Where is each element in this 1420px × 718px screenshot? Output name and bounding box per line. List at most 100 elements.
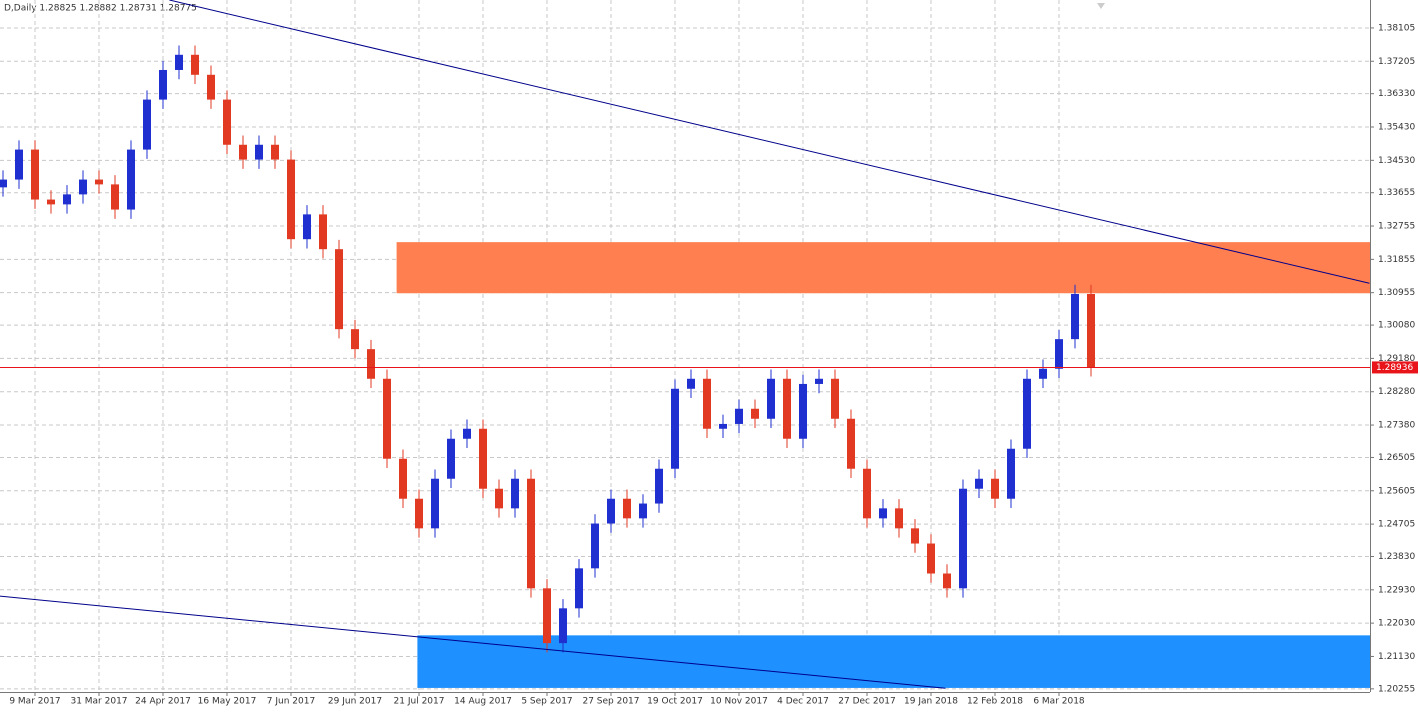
candle-body bbox=[767, 378, 775, 419]
y-tick-label: 1.36330 bbox=[1378, 89, 1415, 99]
candle-body bbox=[1039, 368, 1047, 379]
candle-body bbox=[287, 159, 295, 240]
y-tick-label: 1.35430 bbox=[1378, 122, 1415, 132]
y-tick-label: 1.38105 bbox=[1378, 23, 1415, 33]
y-tick-label: 1.33655 bbox=[1378, 188, 1415, 198]
trend-line bbox=[169, 0, 1370, 284]
y-tick-label: 1.37205 bbox=[1378, 57, 1415, 67]
candle-body bbox=[783, 378, 791, 439]
candle-body bbox=[623, 498, 631, 519]
candle-body bbox=[447, 438, 455, 479]
y-tick-label: 1.29180 bbox=[1378, 354, 1415, 364]
x-tick-label: 10 Nov 2017 bbox=[710, 697, 768, 707]
candle-body bbox=[47, 199, 55, 205]
candle-body bbox=[1087, 293, 1095, 368]
candle-body bbox=[911, 528, 919, 544]
candle-body bbox=[687, 378, 695, 389]
candle-body bbox=[719, 423, 727, 429]
candle-body bbox=[159, 69, 167, 100]
candle-body bbox=[511, 478, 519, 509]
candle-body bbox=[655, 468, 663, 504]
candle-body bbox=[639, 503, 647, 519]
x-tick-label: 16 May 2017 bbox=[198, 697, 257, 707]
candle-body bbox=[1071, 293, 1079, 340]
candle-body bbox=[975, 478, 983, 489]
candle-body bbox=[207, 74, 215, 100]
y-tick-label: 1.24705 bbox=[1378, 520, 1415, 530]
candle-body bbox=[399, 458, 407, 499]
candle-body bbox=[495, 488, 503, 509]
candle-body bbox=[1023, 378, 1031, 449]
chart-title: D,Daily 1.28825 1.28882 1.28731 1.28775 bbox=[4, 4, 197, 14]
y-tick-label: 1.32755 bbox=[1378, 222, 1415, 232]
x-tick-label: 29 Jun 2017 bbox=[328, 697, 382, 707]
y-tick-label: 1.22030 bbox=[1378, 619, 1415, 629]
y-tick-label: 1.23830 bbox=[1378, 552, 1415, 562]
y-tick-label: 1.31855 bbox=[1378, 255, 1415, 265]
x-tick-label: 4 Dec 2017 bbox=[777, 697, 829, 707]
x-tick-label: 6 Mar 2018 bbox=[1033, 697, 1085, 707]
candle-body bbox=[607, 498, 615, 524]
candle-body bbox=[79, 179, 87, 195]
y-tick-label: 1.27380 bbox=[1378, 421, 1415, 431]
zone bbox=[417, 635, 1370, 688]
candle-body bbox=[895, 508, 903, 529]
candle-body bbox=[671, 388, 679, 469]
candle-body bbox=[991, 478, 999, 499]
candle-body bbox=[831, 378, 839, 419]
y-tick-label: 1.26505 bbox=[1378, 453, 1415, 463]
candle-body bbox=[175, 54, 183, 70]
x-tick-label: 12 Feb 2018 bbox=[967, 697, 1023, 707]
y-tick-label: 1.30955 bbox=[1378, 288, 1415, 298]
candle-body bbox=[351, 329, 359, 350]
x-tick-label: 31 Mar 2017 bbox=[70, 697, 127, 707]
candle-body bbox=[15, 149, 23, 180]
candle-body bbox=[143, 99, 151, 150]
x-tick-label: 21 Jul 2017 bbox=[394, 697, 445, 707]
candle-body bbox=[863, 468, 871, 519]
candle-body bbox=[1007, 448, 1015, 499]
candle-body bbox=[415, 498, 423, 529]
y-tick-label: 1.21130 bbox=[1378, 652, 1415, 662]
candle-body bbox=[31, 149, 39, 200]
y-tick-label: 1.28280 bbox=[1378, 387, 1415, 397]
current-price-label: 1.28936 bbox=[1376, 363, 1413, 373]
y-tick-label: 1.25605 bbox=[1378, 486, 1415, 496]
x-tick-label: 7 Jun 2017 bbox=[267, 697, 315, 707]
current-price-box bbox=[1372, 361, 1418, 374]
trend-line bbox=[0, 595, 946, 689]
candle-body bbox=[591, 523, 599, 569]
candle-body bbox=[95, 179, 103, 185]
candle-body bbox=[431, 478, 439, 529]
candle-body bbox=[223, 99, 231, 145]
x-tick-label: 5 Sep 2017 bbox=[521, 697, 572, 707]
candle-body bbox=[735, 408, 743, 424]
x-tick-label: 27 Dec 2017 bbox=[838, 697, 896, 707]
candle-body bbox=[527, 478, 535, 589]
candle-body bbox=[239, 144, 247, 160]
candle-body bbox=[191, 54, 199, 75]
x-tick-label: 27 Sep 2017 bbox=[582, 697, 639, 707]
candle-body bbox=[751, 408, 759, 419]
x-tick-label: 24 Apr 2017 bbox=[135, 697, 191, 707]
candle-body bbox=[703, 378, 711, 429]
candle-body bbox=[303, 214, 311, 240]
candle-body bbox=[815, 378, 823, 384]
y-tick-label: 1.20255 bbox=[1378, 684, 1415, 694]
candle-body bbox=[367, 349, 375, 379]
y-tick-label: 1.30080 bbox=[1378, 321, 1415, 331]
candle-body bbox=[927, 543, 935, 574]
plot-layer bbox=[0, 0, 1371, 692]
candle-body bbox=[0, 179, 8, 188]
candle-body bbox=[335, 249, 343, 330]
candle-body bbox=[255, 144, 263, 160]
candle-body bbox=[943, 573, 951, 589]
y-tick-label: 1.22930 bbox=[1378, 585, 1415, 595]
candle-body bbox=[111, 184, 119, 210]
candle-body bbox=[479, 428, 487, 489]
candle-body bbox=[799, 383, 807, 439]
candle-body bbox=[271, 144, 279, 160]
x-tick-label: 19 Jan 2018 bbox=[904, 697, 958, 707]
candle-body bbox=[847, 418, 855, 469]
